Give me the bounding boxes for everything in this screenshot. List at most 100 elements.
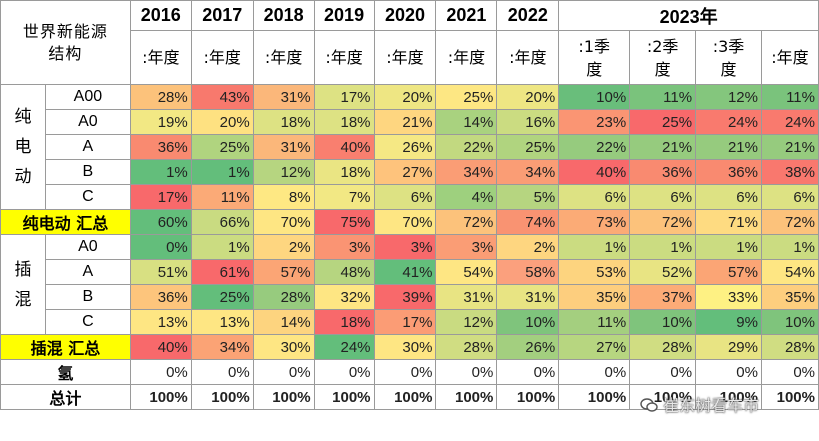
value-cell: 5%	[496, 184, 560, 210]
value-cell: 3%	[313, 234, 375, 260]
value-cell: 11%	[190, 184, 254, 210]
value-cell: 60%	[129, 209, 192, 235]
value-cell: 11%	[629, 84, 697, 110]
value-cell: 25%	[435, 84, 498, 110]
value-cell: 10%	[496, 309, 560, 335]
value-cell: 34%	[496, 159, 560, 185]
value-cell: 28%	[129, 84, 192, 110]
quarter-label: :2季度	[646, 36, 679, 79]
value-cell: 31%	[435, 284, 498, 310]
value-cell: 1%	[190, 234, 254, 260]
value-cell: 0%	[496, 359, 560, 385]
value-cell: 52%	[629, 259, 697, 285]
value-cell: 27%	[373, 159, 437, 185]
value-cell: 57%	[695, 259, 762, 285]
value-cell: 0%	[129, 359, 192, 385]
value-cell: 61%	[190, 259, 254, 285]
value-cell: 38%	[760, 159, 819, 185]
group-label-phev: 插混	[0, 234, 46, 335]
value-cell: 28%	[760, 334, 819, 360]
corner-label: 世界新能源结构	[22, 21, 108, 63]
value-cell: 6%	[629, 184, 697, 210]
value-cell: 26%	[496, 334, 560, 360]
annual-subheader: :年度	[496, 30, 560, 85]
value-cell: 17%	[373, 309, 437, 335]
value-cell: 0%	[313, 359, 375, 385]
value-cell: 21%	[760, 134, 819, 160]
class-label: A00	[44, 84, 131, 110]
value-cell: 72%	[435, 209, 498, 235]
value-cell: 2%	[252, 234, 315, 260]
quarter-subheader: :2季度	[629, 30, 697, 85]
value-cell: 0%	[435, 359, 498, 385]
value-cell: 25%	[496, 134, 560, 160]
value-cell: 0%	[695, 359, 762, 385]
value-cell: 66%	[190, 209, 254, 235]
value-cell: 6%	[695, 184, 762, 210]
annual-subheader: :年度	[252, 30, 315, 85]
value-cell: 28%	[629, 334, 697, 360]
value-cell: 1%	[760, 234, 819, 260]
value-cell: 13%	[129, 309, 192, 335]
value-cell: 7%	[313, 184, 375, 210]
value-cell: 18%	[313, 159, 375, 185]
bev-total-label: 纯电动 汇总	[0, 209, 131, 235]
value-cell: 4%	[435, 184, 498, 210]
value-cell: 1%	[558, 234, 631, 260]
annual-subheader: :年度	[190, 30, 254, 85]
annual-subheader: :年度	[760, 30, 819, 85]
value-cell: 10%	[760, 309, 819, 335]
value-cell: 1%	[629, 234, 697, 260]
class-label: A0	[44, 234, 131, 260]
value-cell: 17%	[313, 84, 375, 110]
value-cell: 31%	[252, 134, 315, 160]
value-cell: 72%	[760, 209, 819, 235]
annual-subheader: :年度	[435, 30, 498, 85]
value-cell: 54%	[435, 259, 498, 285]
value-cell: 1%	[129, 159, 192, 185]
annual-subheader: :年度	[313, 30, 375, 85]
value-cell: 25%	[629, 109, 697, 135]
value-cell: 3%	[435, 234, 498, 260]
corner-header: 世界新能源结构	[0, 0, 131, 85]
year-header: 2021	[435, 0, 498, 31]
value-cell: 21%	[629, 134, 697, 160]
value-cell: 14%	[435, 109, 498, 135]
value-cell: 34%	[190, 334, 254, 360]
class-label: A	[44, 134, 131, 160]
value-cell: 35%	[558, 284, 631, 310]
value-cell: 31%	[252, 84, 315, 110]
year-header: 2019	[313, 0, 375, 31]
value-cell: 21%	[373, 109, 437, 135]
quarter-label: :1季度	[578, 36, 610, 79]
value-cell: 24%	[760, 109, 819, 135]
value-cell: 0%	[629, 359, 697, 385]
value-cell: 100%	[760, 384, 819, 410]
value-cell: 26%	[373, 134, 437, 160]
value-cell: 20%	[190, 109, 254, 135]
value-cell: 51%	[129, 259, 192, 285]
value-cell: 10%	[558, 84, 631, 110]
value-cell: 100%	[558, 384, 631, 410]
value-cell: 0%	[373, 359, 437, 385]
value-cell: 72%	[629, 209, 697, 235]
value-cell: 1%	[190, 159, 254, 185]
value-cell: 0%	[190, 359, 254, 385]
value-cell: 100%	[629, 384, 697, 410]
value-cell: 6%	[373, 184, 437, 210]
value-cell: 9%	[695, 309, 762, 335]
value-cell: 100%	[190, 384, 254, 410]
value-cell: 27%	[558, 334, 631, 360]
value-cell: 54%	[760, 259, 819, 285]
value-cell: 18%	[313, 309, 375, 335]
value-cell: 16%	[496, 109, 560, 135]
value-cell: 22%	[435, 134, 498, 160]
value-cell: 37%	[629, 284, 697, 310]
value-cell: 18%	[252, 109, 315, 135]
value-cell: 14%	[252, 309, 315, 335]
watermark: 崔东树看车市	[640, 392, 759, 416]
value-cell: 40%	[129, 334, 192, 360]
annual-subheader: :年度	[129, 30, 192, 85]
group-label-bev-text: 纯电动	[14, 107, 32, 187]
value-cell: 8%	[252, 184, 315, 210]
